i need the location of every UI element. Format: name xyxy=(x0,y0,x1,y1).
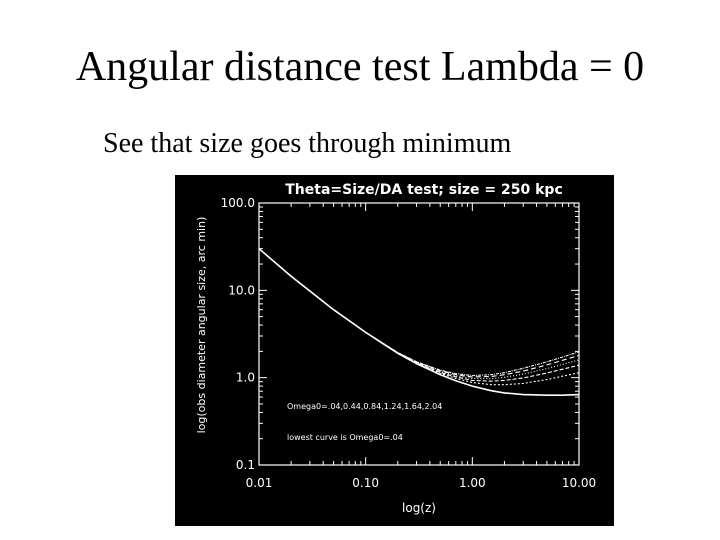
chart-panel: Theta=Size/DA test; size = 250 kpc log(o… xyxy=(175,175,614,526)
series-line-5 xyxy=(258,248,580,378)
x-axis-label: log(z) xyxy=(402,501,436,515)
series-line-2 xyxy=(258,248,580,386)
series-line-6 xyxy=(258,248,580,377)
y-tick-label: 100.0 xyxy=(221,196,255,210)
y-tick-label: 10.0 xyxy=(228,283,255,297)
series-line-4 xyxy=(258,248,580,380)
x-tick-label: 10.00 xyxy=(562,476,596,490)
x-tick-label: 0.10 xyxy=(352,476,379,490)
tick-labels: 0.01 0.10 1.00 10.00 0.1 1.0 10.0 100.0 xyxy=(221,196,597,490)
annotation-omega-values: Omega0=.04,0.44,0.84,1.24,1.64,2.04 xyxy=(287,402,442,411)
series-line-3 xyxy=(258,248,580,382)
x-tick-label: 0.01 xyxy=(246,476,273,490)
slide-subtitle: See that size goes through minimum xyxy=(103,128,512,159)
annotation-lowest-curve: lowest curve is Omega0=.04 xyxy=(287,433,403,442)
angular-size-chart: Theta=Size/DA test; size = 250 kpc log(o… xyxy=(195,182,597,515)
chart-title: Theta=Size/DA test; size = 250 kpc xyxy=(285,182,563,198)
plot-frame xyxy=(258,202,580,466)
plot-axes xyxy=(258,202,580,466)
y-axis-label: log(obs diameter angular size, arc min) xyxy=(195,217,208,434)
y-tick-label: 1.0 xyxy=(236,371,255,385)
slide-title: Angular distance test Lambda = 0 xyxy=(75,44,645,90)
series-line-1 xyxy=(258,248,580,396)
x-tick-label: 1.00 xyxy=(459,476,486,490)
series-lines xyxy=(258,248,580,396)
y-tick-label: 0.1 xyxy=(236,458,255,472)
